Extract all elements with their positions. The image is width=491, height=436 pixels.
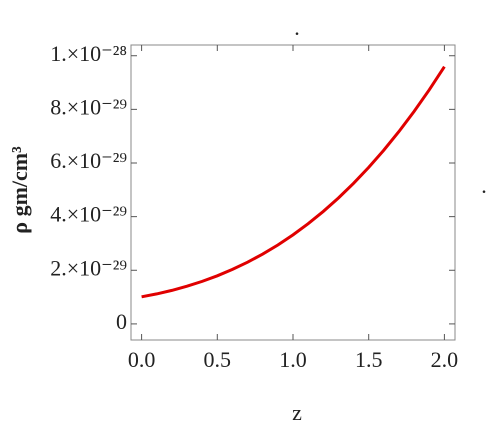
annotation: . (481, 173, 487, 198)
y-tick-label: 0 (116, 309, 127, 334)
x-tick-label: 2.0 (431, 347, 459, 372)
x-tick-label: 0.0 (128, 347, 156, 372)
y-tick-label: 4.×10⁻²⁹ (50, 202, 127, 227)
x-tick-label: 0.5 (204, 347, 232, 372)
annotation: . (294, 15, 300, 40)
data-line (141, 65, 446, 299)
x-axis-label: z (292, 400, 302, 425)
x-tick-label: 1.0 (279, 347, 307, 372)
y-tick-label: 1.×10⁻²⁸ (50, 41, 127, 66)
y-tick-label: 6.×10⁻²⁹ (50, 148, 127, 173)
plot-frame (130, 44, 456, 341)
y-axis-label: ρ gm/cm³ (7, 146, 32, 234)
x-tick-label: 1.5 (355, 347, 383, 372)
y-tick-label: 2.×10⁻²⁹ (50, 255, 127, 280)
y-tick-label: 8.×10⁻²⁹ (50, 94, 127, 119)
